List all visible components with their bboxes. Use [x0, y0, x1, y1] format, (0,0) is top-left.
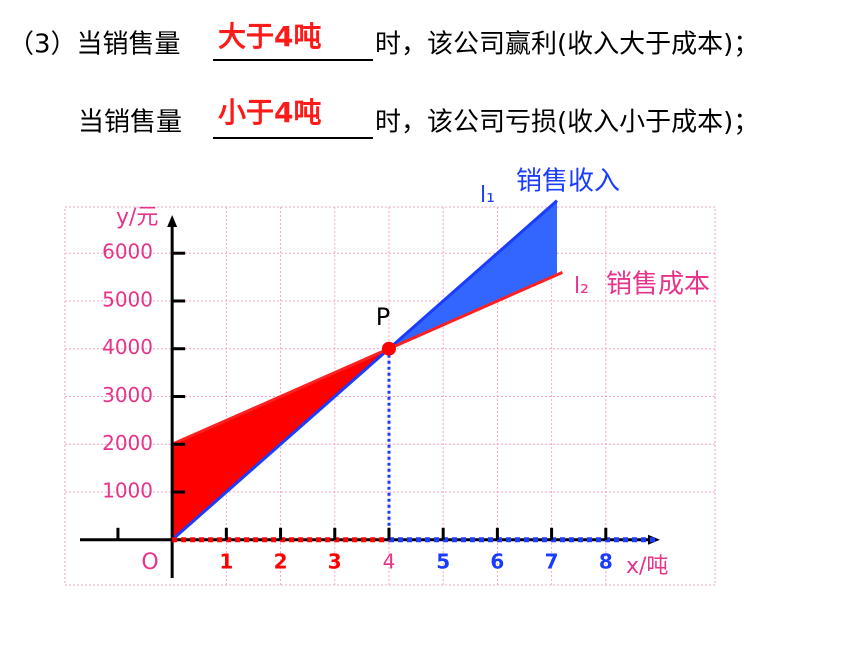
x-tick-label: 7: [545, 550, 559, 574]
question-suffix: 时，该公司赢利(收入大于成本)；: [375, 30, 759, 60]
grid-border: [64, 206, 716, 586]
y-tick-label: 6000: [102, 240, 153, 264]
y-tick-label: 3000: [102, 383, 153, 407]
x-tick-label: 2: [274, 550, 288, 574]
x-tick-label: 4: [383, 550, 396, 574]
legend-label: 销售收入: [516, 167, 620, 197]
question-suffix: 时，该公司亏损(收入小于成本)；: [375, 108, 759, 138]
x-tick-label: 5: [436, 550, 450, 574]
series-line: [171, 270, 564, 446]
origin-label: O: [141, 550, 158, 575]
point-label: P: [376, 303, 390, 331]
question-prefix: 当销售量: [78, 108, 182, 138]
y-tick-label: 2000: [102, 431, 153, 455]
x-tick-label: 8: [599, 550, 613, 574]
x-axis-label: x/吨: [626, 554, 668, 579]
y-tick-label: 4000: [102, 335, 153, 359]
x-tick-label: 6: [490, 550, 504, 574]
y-tick-label: 1000: [102, 479, 153, 503]
legend-label: 销售成本: [606, 270, 710, 300]
x-tick-label: 3: [328, 550, 342, 574]
question-prefix: （3）当销售量: [8, 30, 181, 60]
intersection-point: [381, 341, 396, 356]
line-label: l₁: [480, 183, 495, 208]
y-axis-label: y/元: [116, 205, 158, 230]
series-line: [171, 199, 559, 541]
x-tick-label: 1: [219, 550, 233, 574]
line-label: l₂: [574, 274, 589, 299]
answer: 小于4吨: [218, 96, 321, 129]
answer: 大于4吨: [218, 20, 321, 53]
y-axis-arrow: [167, 215, 178, 227]
y-tick-label: 5000: [102, 287, 153, 311]
